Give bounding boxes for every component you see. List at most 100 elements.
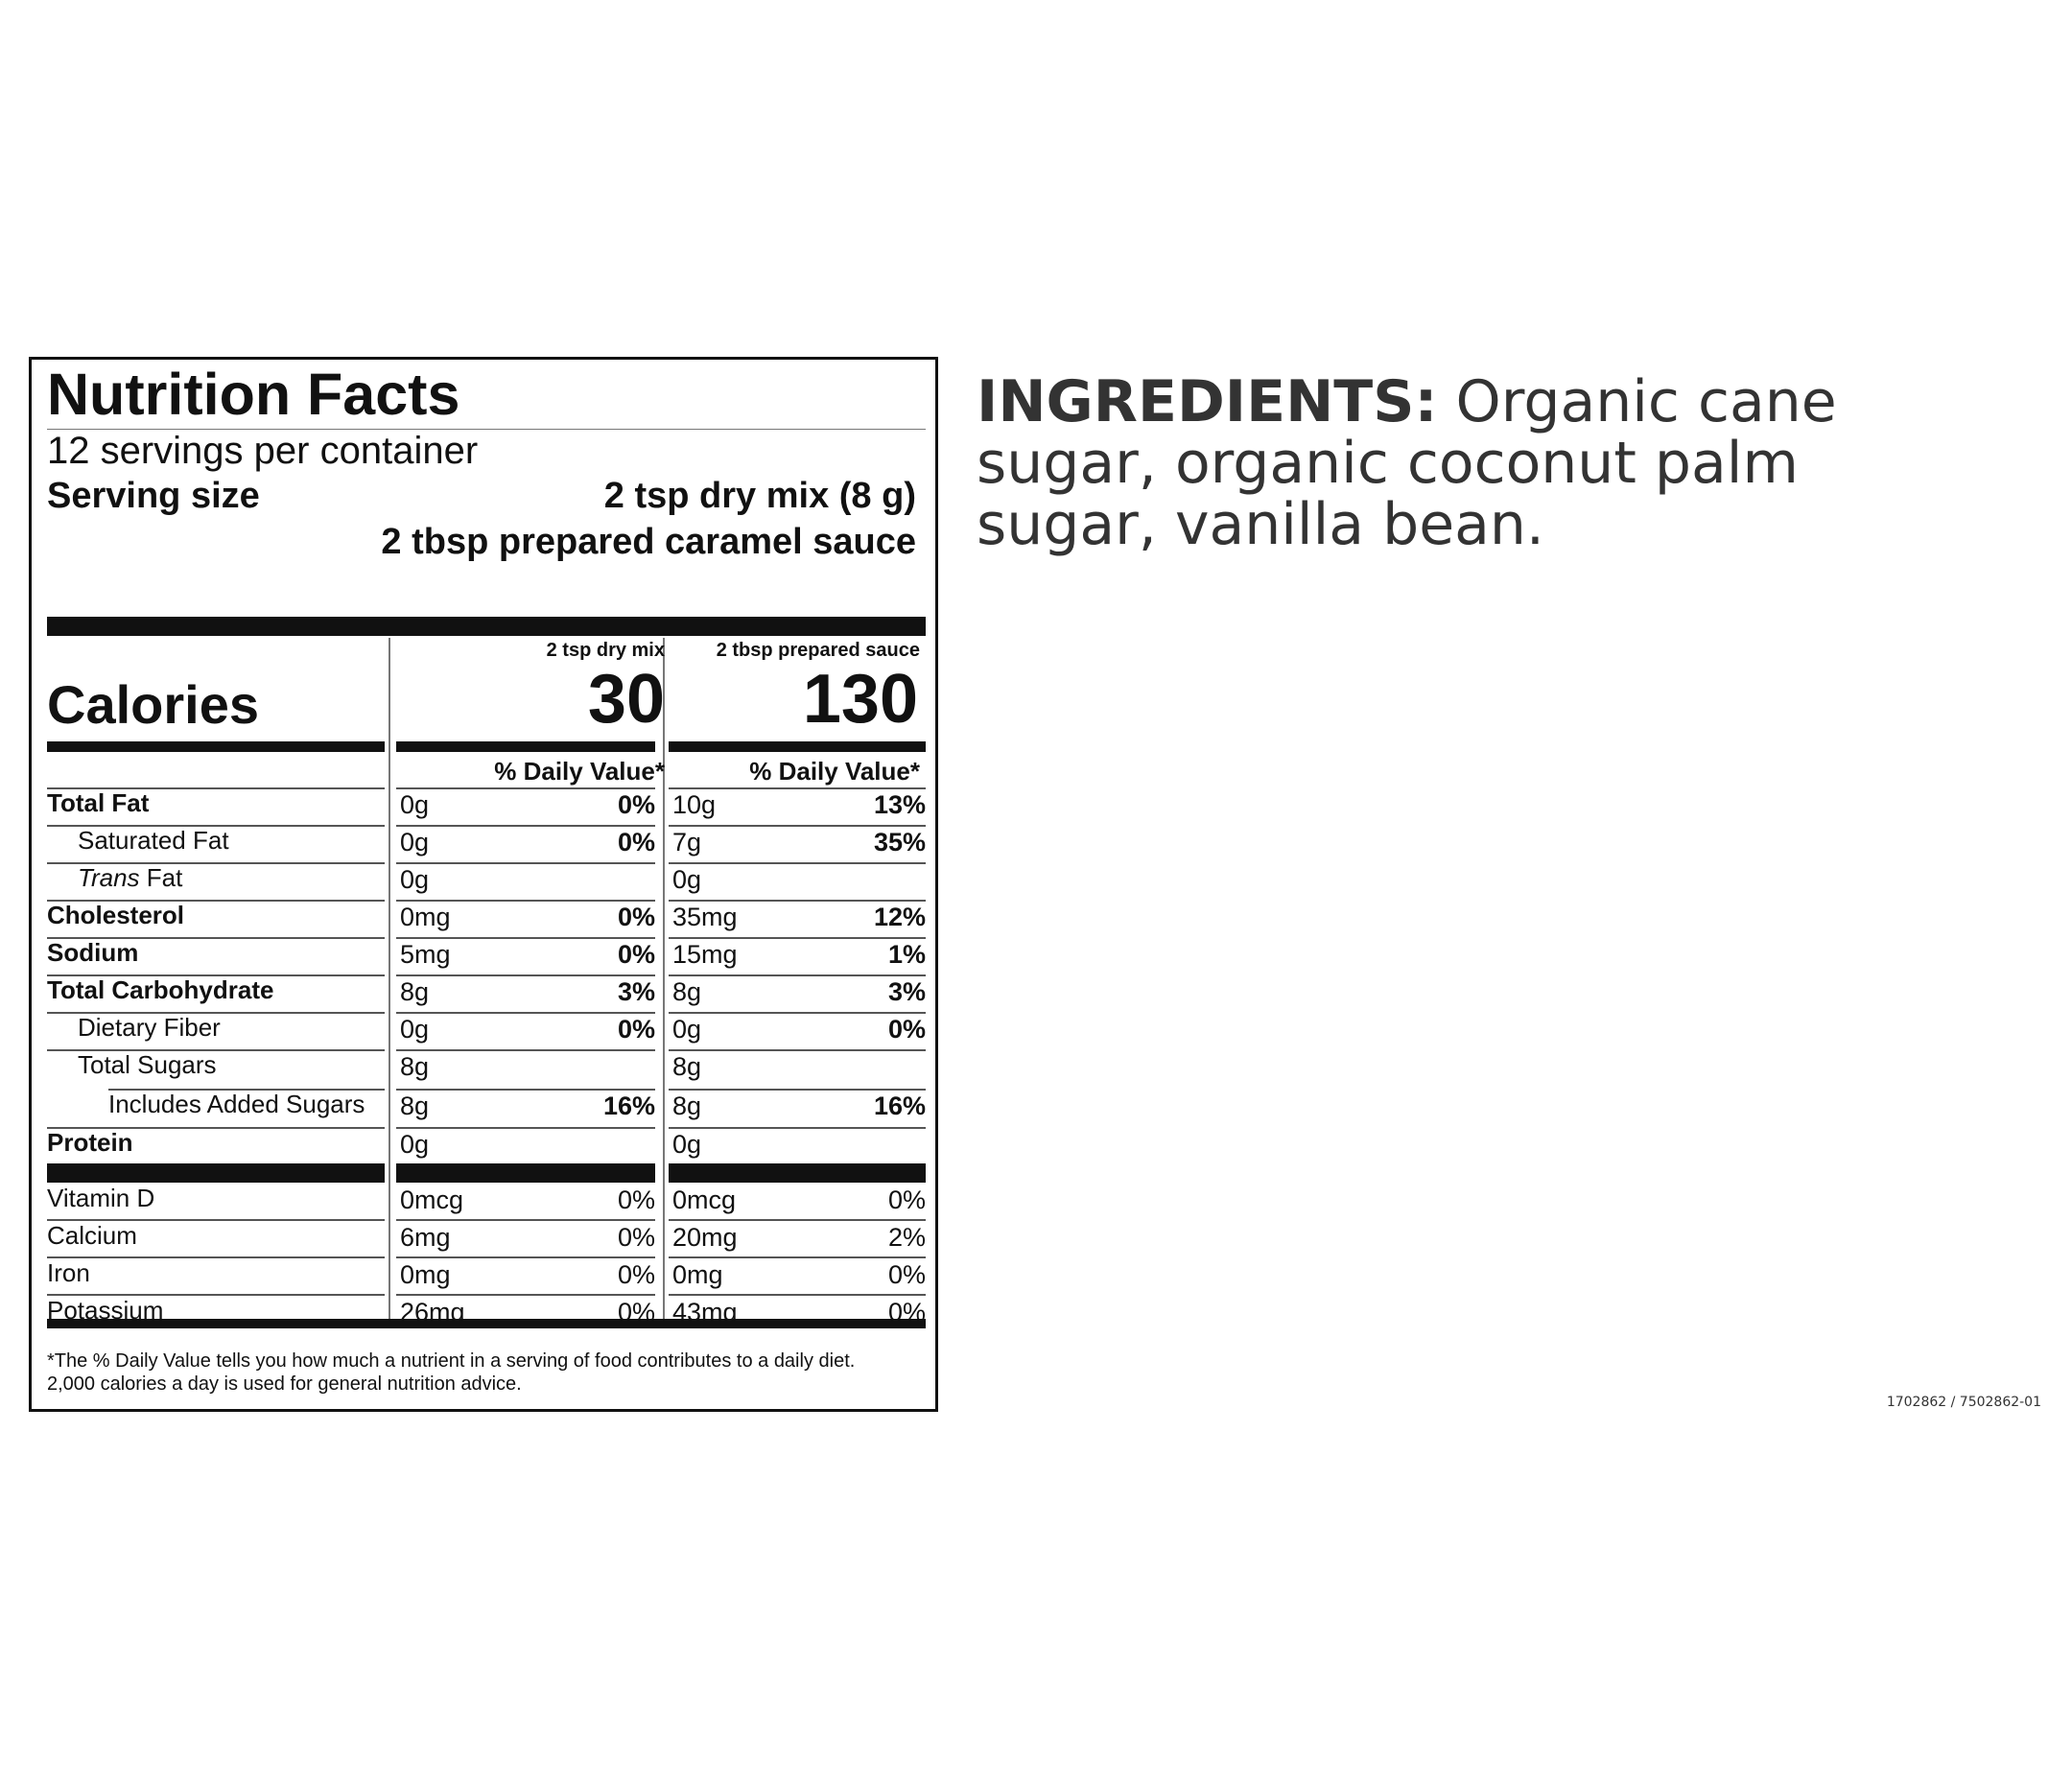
ingredients-label: INGREDIENTS: (977, 368, 1438, 435)
title-divider (47, 429, 926, 430)
daily-value-prepared: 12% (873, 903, 926, 931)
daily-value-dry-mix: 0% (617, 940, 655, 969)
daily-value-prepared: 13% (873, 790, 926, 819)
amount-prepared: 8g (672, 1092, 702, 1120)
nutrient-rule-label (47, 825, 385, 827)
daily-value-dry-mix: 0% (617, 903, 655, 931)
nutrition-facts-title: Nutrition Facts (47, 362, 460, 427)
nutrient-rule-col1 (396, 1049, 655, 1051)
calories-prepared: 130 (802, 661, 918, 738)
ingredients-statement: INGREDIENTS: Organic cane sugar, organic… (977, 371, 1936, 555)
amount-prepared: 10g (672, 790, 717, 819)
vitamin-rule-col1 (396, 1294, 655, 1296)
nutrient-rule-label (47, 862, 385, 864)
vitamin-label: Vitamin D (47, 1184, 155, 1212)
nutrient-label: Total Sugars (78, 1050, 217, 1079)
vitamin-dv-dry-mix: 0% (617, 1260, 655, 1289)
amount-dry-mix: 0g (400, 1015, 430, 1044)
amount-dry-mix: 5mg (400, 940, 451, 969)
nutrient-rule-col2 (669, 1012, 926, 1014)
calories-bar-col1 (396, 741, 655, 752)
nutrient-rule-col2 (669, 937, 926, 939)
daily-value-header-col2: % Daily Value* (749, 757, 920, 786)
amount-dry-mix: 0g (400, 1130, 430, 1159)
serving-size-label: Serving size (47, 476, 260, 516)
nutrient-rule-label (47, 937, 385, 939)
thick-bar-col2 (669, 1163, 926, 1183)
nutrient-rule-col2 (669, 862, 926, 864)
serving-size-prepared: 2 tbsp prepared caramel sauce (381, 522, 916, 562)
serving-size-dry-mix: 2 tsp dry mix (8 g) (603, 476, 916, 516)
vitamin-rule-label (47, 1256, 385, 1258)
thick-bar-label (47, 1163, 385, 1183)
vitamin-rule-col1 (396, 1256, 655, 1258)
calories-dry-mix: 30 (587, 661, 665, 738)
daily-value-dry-mix: 0% (617, 1015, 655, 1044)
amount-prepared: 0g (672, 865, 702, 894)
amount-dry-mix: 0g (400, 790, 430, 819)
product-code: 1702862 / 7502862-01 (1886, 1395, 2041, 1410)
amount-prepared: 15mg (672, 940, 738, 969)
daily-value-prepared: 1% (887, 940, 926, 969)
vitamin-rule-col2 (669, 1256, 926, 1258)
nutrient-rule-label (108, 1089, 385, 1091)
daily-value-dry-mix: 3% (617, 977, 655, 1006)
nutrient-rule-col2 (669, 1089, 926, 1091)
column-header-prepared: 2 tbsp prepared sauce (716, 640, 920, 661)
vitamin-rule-col1 (396, 1219, 655, 1221)
thick-bar-col1 (396, 1163, 655, 1183)
nutrient-rule-col2 (669, 1127, 926, 1129)
daily-value-prepared: 35% (873, 828, 926, 857)
calories-bar-label (47, 741, 385, 752)
vitamin-dv-prepared: 0% (887, 1185, 926, 1214)
nutrient-label: Protein (47, 1128, 133, 1157)
amount-prepared: 35mg (672, 903, 738, 931)
nutrient-rule-col1 (396, 974, 655, 976)
vitamin-label: Iron (47, 1258, 90, 1287)
nutrient-rule-col2 (669, 1049, 926, 1051)
vitamin-dv-dry-mix: 0% (617, 1223, 655, 1252)
thick-divider-bottom (47, 1319, 926, 1328)
daily-value-prepared: 3% (887, 977, 926, 1006)
nutrient-rule-col1 (396, 900, 655, 902)
nutrient-rule-col1 (396, 862, 655, 864)
nutrient-rule-label (47, 1012, 385, 1014)
nutrient-rule-col1 (396, 937, 655, 939)
footnote-line-1: *The % Daily Value tells you how much a … (47, 1350, 856, 1372)
amount-dry-mix: 8g (400, 1092, 430, 1120)
amount-dry-mix: 8g (400, 977, 430, 1006)
vitamin-amount-dry-mix: 0mcg (400, 1185, 464, 1214)
amount-dry-mix: 0mg (400, 903, 451, 931)
vitamin-amount-prepared: 20mg (672, 1223, 738, 1252)
nutrient-rule-label (47, 900, 385, 902)
nutrient-label: Trans Fat (78, 862, 182, 893)
vitamin-rule-label (47, 1294, 385, 1296)
column-divider-1 (388, 638, 390, 1319)
nutrient-rule-col2 (669, 900, 926, 902)
vitamin-dv-dry-mix: 0% (617, 1185, 655, 1214)
nutrient-label: Total Fat (47, 788, 150, 817)
daily-value-dry-mix: 0% (617, 828, 655, 857)
nutrient-rule-col1 (396, 1012, 655, 1014)
nutrient-label: Dietary Fiber (78, 1013, 221, 1042)
ingredients-text: Organic cane sugar, organic coconut palm… (977, 368, 1837, 558)
vitamin-amount-prepared: 0mcg (672, 1185, 737, 1214)
daily-value-prepared: 16% (873, 1092, 926, 1120)
amount-prepared: 8g (672, 1052, 702, 1081)
nutrient-rule-label (47, 974, 385, 976)
amount-dry-mix: 0g (400, 865, 430, 894)
vitamin-amount-dry-mix: 0mg (400, 1260, 451, 1289)
nutrient-rule-col1 (396, 1089, 655, 1091)
nutrient-rule-col2 (669, 974, 926, 976)
nutrient-label: Saturated Fat (78, 826, 229, 855)
vitamin-amount-dry-mix: 6mg (400, 1223, 451, 1252)
vitamin-rule-label (47, 1219, 385, 1221)
vitamin-rule-col2 (669, 1294, 926, 1296)
dv-header-rule-col2 (669, 787, 926, 789)
column-header-dry-mix: 2 tsp dry mix (546, 640, 665, 661)
nutrient-label: Cholesterol (47, 901, 185, 929)
amount-prepared: 7g (672, 828, 702, 857)
vitamin-amount-prepared: 0mg (672, 1260, 723, 1289)
amount-dry-mix: 8g (400, 1052, 430, 1081)
vitamin-label: Calcium (47, 1221, 137, 1250)
